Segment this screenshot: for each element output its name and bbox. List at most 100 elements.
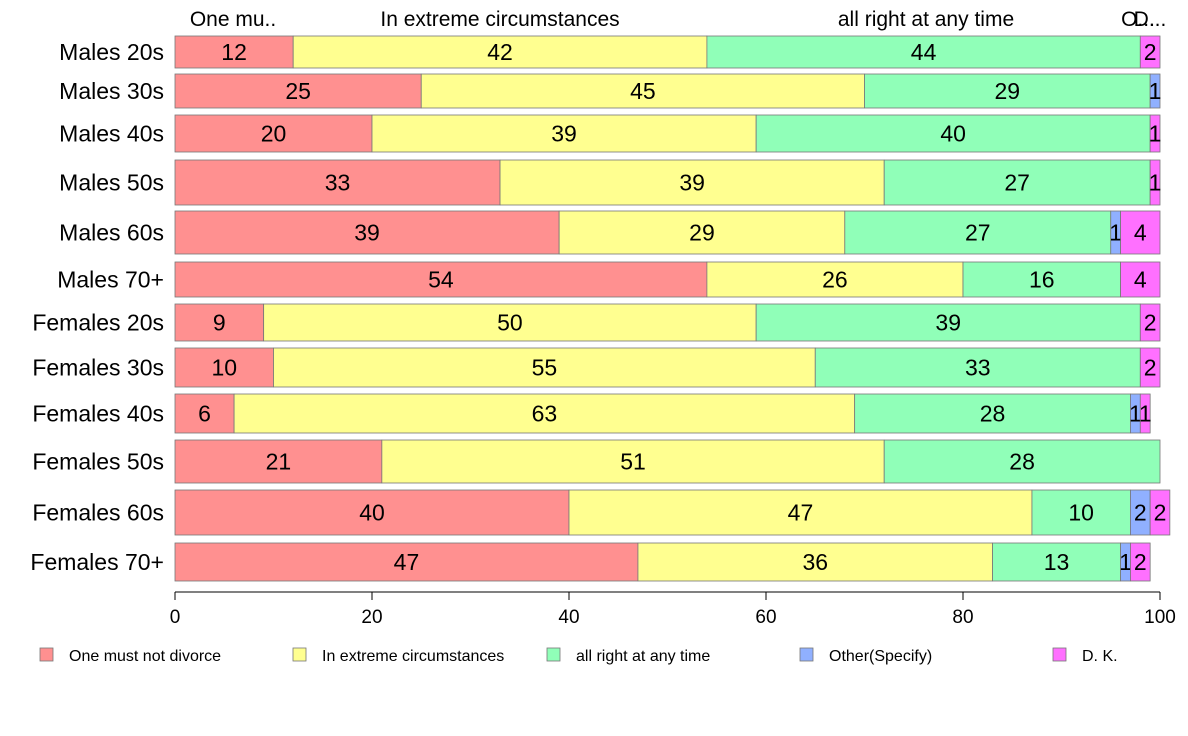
data-label: 16 — [1029, 267, 1055, 293]
category-label: Females 20s — [32, 310, 164, 336]
data-label: 51 — [620, 449, 646, 475]
data-label: 28 — [980, 401, 1006, 427]
data-label: 50 — [497, 310, 523, 336]
bar-segment — [962, 261, 1122, 298]
bar-segment — [992, 542, 1121, 582]
data-label: 63 — [532, 401, 558, 427]
legend-swatch — [799, 647, 814, 662]
data-label: 39 — [354, 220, 380, 246]
category-label: Females 30s — [32, 355, 164, 381]
category-label: Males 30s — [59, 78, 164, 104]
bar-segment — [1031, 489, 1131, 536]
data-label: 1 — [1119, 549, 1132, 575]
data-label: 28 — [1009, 449, 1035, 475]
legend-label: In extreme circumstances — [322, 648, 504, 665]
x-tick-label: 100 — [1144, 607, 1176, 628]
data-label: 47 — [788, 500, 814, 526]
bar-segment — [292, 35, 708, 69]
x-tick-label: 80 — [952, 607, 973, 628]
bar-segment — [755, 303, 1141, 342]
bar-segment — [1139, 347, 1161, 388]
data-label: 1 — [1139, 401, 1152, 427]
data-label: 29 — [689, 220, 715, 246]
data-label: 6 — [198, 401, 211, 427]
data-label: 47 — [394, 549, 420, 575]
bar-segment — [706, 261, 964, 298]
bar-segment — [1120, 210, 1161, 255]
bar-segment — [844, 210, 1112, 255]
legend-label: Other(Specify) — [829, 648, 932, 665]
bar-segment — [381, 439, 885, 484]
bar-segment — [263, 303, 757, 342]
bar-segment — [1130, 542, 1151, 582]
category-label: Females 70+ — [30, 549, 164, 575]
data-label: 1 — [1129, 401, 1142, 427]
data-label: 2 — [1144, 310, 1157, 336]
legend-swatch — [1052, 647, 1067, 662]
bar-segment — [174, 347, 274, 388]
data-label: 2 — [1134, 500, 1147, 526]
data-label: 1 — [1149, 121, 1162, 147]
data-label: 2 — [1144, 39, 1157, 65]
data-label: 26 — [822, 267, 848, 293]
bar-segment — [273, 347, 816, 388]
bar-segment — [883, 159, 1151, 206]
bar-segment — [174, 114, 373, 153]
legend-label: One must not divorce — [69, 648, 221, 665]
data-label: 25 — [285, 78, 311, 104]
data-label: 13 — [1044, 549, 1070, 575]
bar-segment — [499, 159, 885, 206]
bar-segment — [637, 542, 993, 582]
data-label: 2 — [1154, 500, 1167, 526]
bar-segment — [1139, 393, 1151, 434]
data-label: 9 — [213, 310, 226, 336]
data-label: 1 — [1149, 170, 1162, 196]
data-label: 1 — [1109, 220, 1122, 246]
top-label-0: One mu.. — [190, 8, 276, 31]
bar-segment — [1149, 73, 1161, 109]
bar-segment — [174, 393, 235, 434]
data-label: 20 — [261, 121, 287, 147]
bar-segment — [1149, 159, 1161, 206]
data-label: 21 — [266, 449, 292, 475]
bar-segment — [755, 114, 1151, 153]
data-label: 33 — [325, 170, 351, 196]
legend-swatch — [292, 647, 307, 662]
bar-segment — [864, 73, 1151, 109]
legend-label: all right at any time — [576, 648, 710, 665]
bar-segment — [174, 73, 422, 109]
bar-segment — [174, 303, 265, 342]
top-label-2: all right at any time — [838, 8, 1014, 31]
data-label: 2 — [1134, 549, 1147, 575]
bar-segment — [174, 439, 383, 484]
category-label: Females 40s — [32, 401, 164, 427]
data-label: 27 — [1004, 170, 1030, 196]
data-label: 4 — [1134, 220, 1147, 246]
data-label: 36 — [802, 549, 828, 575]
category-label: Males 20s — [59, 39, 164, 65]
x-tick-label: 0 — [170, 607, 181, 628]
top-label-1: In extreme circumstances — [380, 8, 619, 31]
x-tick-label: 40 — [558, 607, 579, 628]
bar-segment — [420, 73, 865, 109]
legend-swatch — [546, 647, 561, 662]
data-label: 27 — [965, 220, 991, 246]
bar-segment — [1139, 303, 1161, 342]
data-label: 40 — [359, 500, 385, 526]
category-label: Males 50s — [59, 170, 164, 196]
data-label: 40 — [940, 121, 966, 147]
bar-segment — [558, 210, 846, 255]
data-label: 29 — [995, 78, 1021, 104]
bar-segment — [371, 114, 757, 153]
x-tick-label: 20 — [361, 607, 382, 628]
bar-segment — [1120, 261, 1161, 298]
data-label: 4 — [1134, 267, 1147, 293]
data-label: 33 — [965, 355, 991, 381]
bar-segment — [174, 489, 570, 536]
data-label: 54 — [428, 267, 454, 293]
top-label-4: D... — [1134, 8, 1167, 31]
category-label: Males 40s — [59, 121, 164, 147]
bar-segment — [883, 439, 1161, 484]
bar-segment — [174, 261, 708, 298]
